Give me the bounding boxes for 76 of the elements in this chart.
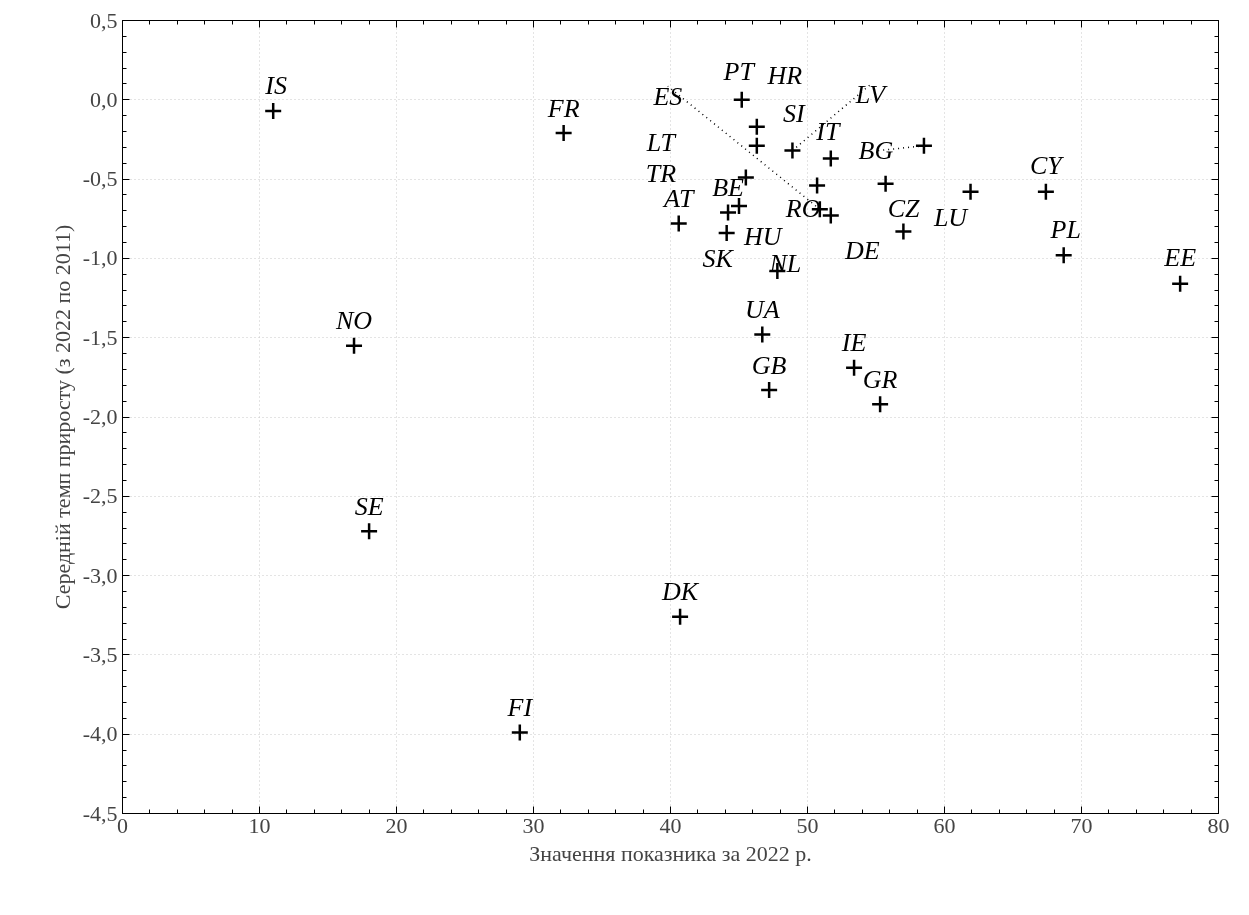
annotation: EE	[1163, 243, 1197, 273]
point	[753, 325, 772, 344]
annotation: BG	[858, 136, 894, 166]
point	[1036, 182, 1056, 202]
annotation: FR	[546, 93, 580, 123]
point	[807, 176, 827, 195]
x-tick-label: 60	[933, 812, 956, 838]
annotation: IT	[815, 116, 841, 146]
point	[961, 182, 980, 202]
annotation: UA	[744, 295, 780, 325]
annotation: IE	[840, 328, 867, 358]
annotation: IS	[264, 71, 288, 101]
point	[914, 136, 934, 156]
annotation: PT	[722, 57, 756, 87]
y-axis-title: Середній темп приросту (з 2022 по 2011)	[49, 224, 75, 610]
annotation: SE	[354, 491, 384, 521]
annotation: SI	[782, 99, 806, 129]
annotation: GR	[862, 364, 898, 394]
point	[1170, 274, 1190, 294]
annotation: PL	[1049, 214, 1081, 244]
point	[876, 174, 895, 194]
x-tick-label: 20	[385, 812, 408, 838]
point	[554, 123, 573, 143]
point	[844, 358, 864, 378]
x-tick-label: 50	[796, 812, 819, 838]
y-tick-label: -3,5	[82, 641, 118, 667]
annotation: FI	[506, 693, 534, 723]
annotation: CZ	[887, 194, 921, 224]
y-tick-label: -1,0	[82, 245, 118, 271]
y-tick-label: -2,0	[82, 404, 118, 429]
point	[344, 336, 364, 355]
x-tick-label: 10	[248, 812, 271, 838]
x-tick-label: 40	[659, 812, 682, 838]
annotation: ES	[652, 81, 683, 111]
y-tick-label: -1,5	[82, 324, 118, 350]
point	[894, 222, 913, 241]
x-tick-label: 0	[117, 812, 128, 838]
point	[263, 101, 283, 121]
point	[670, 607, 690, 627]
point	[870, 395, 890, 414]
point	[359, 521, 379, 541]
x-tick-label: 30	[522, 812, 545, 838]
point	[732, 90, 751, 110]
y-tick-label: 0,0	[90, 86, 118, 112]
annotation: DK	[661, 577, 700, 607]
annotation: CY	[1029, 151, 1065, 181]
annotation: NO	[334, 306, 373, 336]
y-tick-label: -3,0	[82, 562, 118, 588]
annotation: LU	[932, 203, 970, 233]
point	[821, 149, 841, 168]
annotation: HU	[743, 222, 784, 252]
point	[821, 206, 841, 225]
annotation: GB	[751, 350, 787, 380]
point	[510, 723, 530, 742]
annotation: LT	[645, 128, 677, 158]
y-tick-label: -2,5	[82, 483, 118, 509]
annotation: BE	[712, 172, 745, 202]
y-tick-label: -4,0	[82, 721, 118, 747]
point	[783, 141, 802, 160]
annotation: LV	[854, 80, 889, 110]
point	[1054, 245, 1073, 265]
y-tick-label: -0,5	[82, 166, 118, 192]
x-axis-title: Значення показника за 2022 р.	[529, 840, 812, 866]
annotation: HR	[766, 61, 803, 91]
point	[669, 214, 688, 233]
y-tick-label: 0,5	[90, 7, 118, 33]
point	[759, 380, 779, 400]
point	[717, 223, 736, 243]
annotation: SK	[702, 243, 735, 273]
x-tick-label: 80	[1207, 812, 1230, 838]
point	[747, 117, 767, 137]
annotation: DE	[844, 235, 880, 265]
annotation: RO	[784, 193, 821, 223]
point	[747, 136, 767, 156]
y-tick-label: -4,5	[82, 800, 118, 826]
x-tick-label: 70	[1070, 812, 1093, 838]
